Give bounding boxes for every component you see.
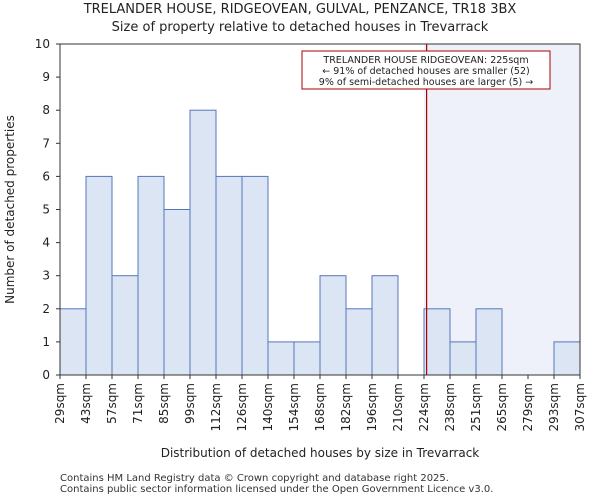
annotation-box: TRELANDER HOUSE RIDGEOVEAN: 225sqm ← 91%… — [301, 50, 551, 90]
y-tick-label: 10 — [35, 37, 50, 51]
x-tick-label: 196sqm — [365, 383, 379, 431]
x-tick-label: 251sqm — [469, 383, 483, 431]
x-tick-label: 182sqm — [339, 383, 353, 431]
footer-copyright: Contains HM Land Registry data © Crown c… — [60, 473, 449, 484]
x-tick-label: 307sqm — [573, 383, 587, 431]
x-tick-label: 57sqm — [105, 383, 119, 424]
bar-224sqm — [423, 308, 451, 376]
y-tick-label: 9 — [42, 70, 50, 84]
bar-43sqm — [85, 175, 113, 376]
y-tick-label: 8 — [42, 103, 50, 117]
annotation-border — [301, 50, 551, 90]
x-tick-label: 293sqm — [547, 383, 561, 431]
bar-140sqm — [267, 341, 295, 376]
chart-subtitle: Size of property relative to detached ho… — [111, 20, 489, 35]
y-tick-label: 0 — [42, 368, 50, 382]
x-tick-label: 99sqm — [183, 383, 197, 424]
bar-112sqm — [215, 175, 243, 376]
bar-238sqm — [449, 341, 477, 376]
footer-licence: Contains public sector information licen… — [60, 484, 494, 495]
bar-85sqm — [163, 209, 191, 376]
x-tick-label: 85sqm — [157, 383, 171, 424]
x-tick-label: 238sqm — [443, 383, 457, 431]
bar-196sqm — [371, 275, 399, 376]
bar-154sqm — [293, 341, 321, 376]
annotation-line-3: 9% of semi-detached houses are larger (5… — [319, 77, 533, 88]
bar-57sqm — [111, 275, 139, 376]
x-tick-label: 43sqm — [79, 383, 93, 424]
x-tick-label: 126sqm — [235, 383, 249, 431]
y-axis-label: Number of detached properties — [3, 115, 17, 304]
x-axis-label: Distribution of detached houses by size … — [161, 446, 480, 460]
x-tick-label: 168sqm — [313, 383, 327, 431]
x-tick-label: 71sqm — [131, 383, 145, 424]
bar-168sqm — [319, 275, 347, 376]
bar-126sqm — [241, 175, 269, 376]
y-tick-label: 3 — [42, 269, 50, 283]
y-tick-label: 6 — [42, 169, 50, 183]
annotation-line-1: TRELANDER HOUSE RIDGEOVEAN: 225sqm — [322, 55, 528, 66]
x-tick-label: 140sqm — [261, 383, 275, 431]
bar-251sqm — [475, 308, 503, 376]
y-tick-label: 4 — [42, 236, 50, 250]
chart-title: TRELANDER HOUSE, RIDGEOVEAN, GULVAL, PEN… — [83, 2, 517, 17]
annotation-line-2: ← 91% of detached houses are smaller (52… — [322, 66, 529, 77]
x-tick-label: 265sqm — [495, 383, 509, 431]
bar-182sqm — [345, 308, 373, 376]
bar-29sqm — [59, 308, 87, 376]
y-tick-label: 7 — [42, 136, 50, 150]
bar-293sqm — [553, 341, 581, 376]
x-tick-label: 112sqm — [209, 383, 223, 431]
y-tick-label: 5 — [42, 203, 50, 217]
y-tick-label: 1 — [42, 335, 50, 349]
x-tick-label: 224sqm — [417, 383, 431, 431]
y-tick-label: 2 — [42, 302, 50, 316]
bar-99sqm — [189, 109, 217, 376]
x-tick-label: 210sqm — [391, 383, 405, 431]
bar-71sqm — [137, 175, 165, 376]
x-tick-label: 279sqm — [521, 383, 535, 431]
x-tick-label: 29sqm — [53, 383, 67, 424]
x-tick-label: 154sqm — [287, 383, 301, 431]
